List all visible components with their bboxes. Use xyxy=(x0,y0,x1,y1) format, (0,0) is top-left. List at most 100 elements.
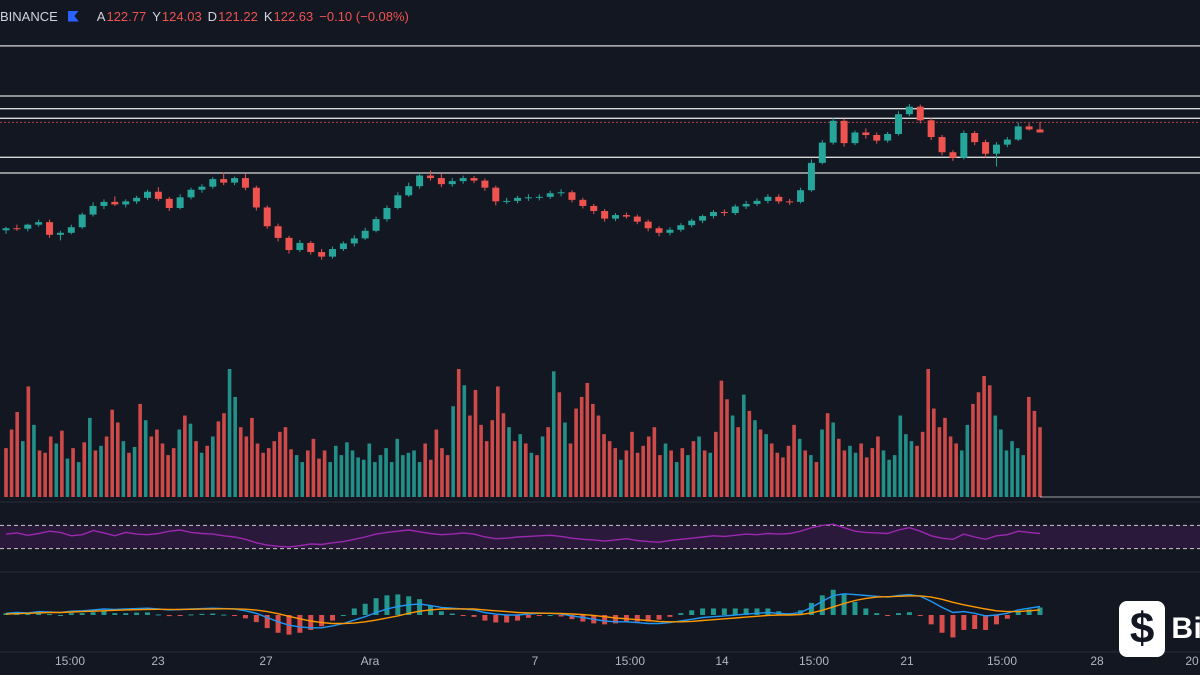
ohlc-legend: BINANCE A 122.77 Y 124.03 D 121.22 K 122.63 … xyxy=(0,6,409,26)
macd-histogram-bar xyxy=(1015,611,1021,615)
candle-body xyxy=(851,132,859,144)
volume-bar xyxy=(1038,427,1042,497)
candle-body xyxy=(590,205,598,212)
volume-bar xyxy=(468,415,472,497)
volume-bar xyxy=(1015,448,1020,497)
macd-histogram-bar xyxy=(373,598,379,615)
volume-bar xyxy=(607,441,612,497)
volume-bar xyxy=(216,421,221,497)
candle-body xyxy=(187,189,195,198)
volume-bar xyxy=(904,434,908,497)
macd-histogram-bar xyxy=(68,613,74,615)
candle-body xyxy=(405,186,413,196)
volume-bar xyxy=(289,449,293,497)
volume-bar xyxy=(859,443,863,497)
candle-body xyxy=(895,114,903,134)
candle-body xyxy=(209,179,217,187)
macd-histogram-bar xyxy=(547,615,553,616)
macd-histogram-bar xyxy=(667,615,673,617)
volume-bar xyxy=(48,436,53,497)
volume-bar xyxy=(926,369,931,497)
volume-bar xyxy=(93,450,98,497)
volume-bar xyxy=(300,462,305,497)
candle-body xyxy=(1003,139,1011,145)
volume-bar xyxy=(76,462,81,497)
volume-bar xyxy=(395,438,400,497)
candle-body xyxy=(927,120,935,138)
volume-bar xyxy=(306,450,310,497)
volume-bar xyxy=(702,450,707,497)
macd-histogram-bar xyxy=(515,615,521,621)
volume-bar xyxy=(361,459,366,497)
macd-histogram-bar xyxy=(144,612,150,615)
macd-histogram-bar xyxy=(134,612,140,615)
candle-body xyxy=(318,252,326,257)
volume-bar xyxy=(725,399,729,497)
volume-bar xyxy=(333,445,338,497)
candle-body xyxy=(481,180,489,188)
volume-bar xyxy=(781,457,785,497)
candle-body xyxy=(143,191,151,198)
volume-bar xyxy=(473,389,478,497)
candle-body xyxy=(840,120,848,144)
volume-bar xyxy=(250,417,254,497)
volume-pane xyxy=(0,369,1200,503)
macd-histogram-bar xyxy=(188,614,194,616)
candle-body xyxy=(949,152,957,158)
volume-bar xyxy=(317,458,321,497)
volume-bar xyxy=(9,429,14,497)
candle-body xyxy=(775,196,783,202)
macd-histogram-bar xyxy=(689,610,695,615)
volume-bar xyxy=(1021,455,1026,497)
macd-histogram-bar xyxy=(983,615,989,630)
candle-body xyxy=(56,232,64,235)
macd-histogram-bar xyxy=(253,615,259,623)
macd-histogram-bar xyxy=(558,615,564,617)
volume-bar xyxy=(982,375,986,497)
candle-body xyxy=(884,134,892,141)
volume-bar xyxy=(937,427,942,497)
volume-bar xyxy=(71,448,75,497)
x-tick-label: 15:00 xyxy=(799,654,829,668)
candle-body xyxy=(873,135,881,141)
volume-bar xyxy=(591,403,595,497)
volume-bar xyxy=(596,415,601,497)
candle-body xyxy=(524,197,532,199)
volume-bar xyxy=(328,462,332,497)
macd-histogram-bar xyxy=(939,615,945,633)
volume-bar xyxy=(451,406,455,497)
volume-bar xyxy=(646,436,651,497)
volume-bar xyxy=(959,450,964,497)
candle-body xyxy=(24,224,32,229)
volume-bar xyxy=(15,412,19,497)
macd-histogram-bar xyxy=(885,615,891,616)
volume-bar xyxy=(82,442,87,497)
candle-body xyxy=(46,222,54,235)
candle-body xyxy=(579,199,587,206)
x-tick-label: 20 xyxy=(1185,654,1199,668)
volume-bar xyxy=(965,424,970,497)
volume-bar xyxy=(786,445,791,497)
volume-bar xyxy=(563,422,567,497)
macd-histogram-bar xyxy=(79,613,85,615)
volume-bar xyxy=(160,443,165,497)
candle-body xyxy=(786,201,794,203)
volume-bar xyxy=(831,422,835,497)
candle-body xyxy=(350,238,358,244)
candle-body xyxy=(394,195,402,208)
flag-icon[interactable] xyxy=(67,10,79,22)
rsi-band xyxy=(0,525,1200,549)
volume-bar xyxy=(149,436,154,497)
volume-bar xyxy=(775,452,780,497)
volume-bar xyxy=(753,420,757,497)
volume-bar xyxy=(60,430,64,497)
candle-body xyxy=(688,220,696,226)
candle-body xyxy=(165,198,173,208)
volume-bar xyxy=(976,392,981,497)
volume-bar xyxy=(99,445,103,497)
candle-body xyxy=(971,132,979,143)
volume-bar xyxy=(619,459,623,497)
volume-bar xyxy=(1004,450,1009,497)
macd-histogram-bar xyxy=(645,615,651,622)
macd-histogram-bar xyxy=(482,615,488,621)
